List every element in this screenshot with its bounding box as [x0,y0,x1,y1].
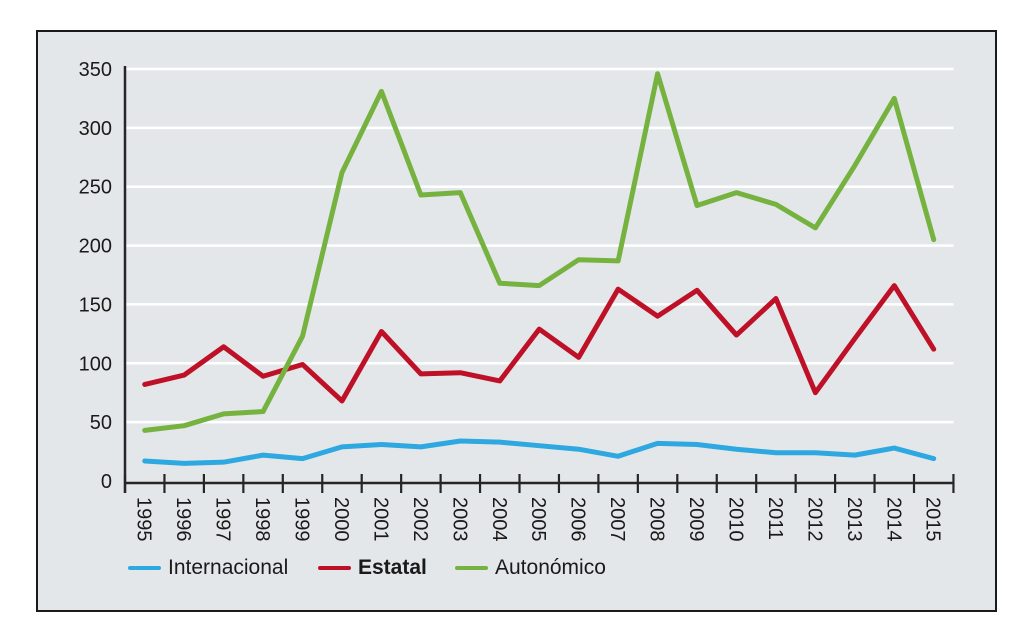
x-tick-label: 1996 [172,497,194,542]
x-tick-label: 2011 [764,497,786,540]
y-tick-label: 200 [79,236,112,258]
x-tick-label: 1997 [212,497,234,542]
x-tick-label: 2000 [330,497,352,542]
y-tick-label: 150 [79,294,112,316]
x-tick-label: 2005 [527,497,549,542]
x-tick-label: 2014 [882,497,904,542]
y-tick-label: 250 [79,177,112,199]
legend-item-autonomico: Autonómico [455,556,606,580]
legend-swatch-autonomico [455,566,488,570]
x-tick-label: 2006 [567,497,589,542]
x-tick-label: 1998 [251,497,273,542]
x-tick-label: 2004 [488,497,510,542]
series-line-internacional [142,438,937,466]
x-tick-label: 2002 [409,497,431,542]
x-tick-label: 2012 [803,497,825,542]
x-tick-label: 2008 [646,497,668,542]
y-tick-label: 350 [79,59,112,81]
x-tick-label: 2015 [922,497,944,542]
y-tick-label: 100 [79,353,112,375]
legend-label-internacional: Internacional [168,556,289,579]
legend-swatch-internacional [128,566,161,570]
chart-card: 0 50 100 150 200 250 300 350 1995 1996 1997 1998 199… [36,30,997,612]
series-line-estatal [142,283,937,404]
x-tick-label: 2003 [448,497,470,542]
x-tick-label: 1995 [133,497,155,542]
legend-item-estatal: Estatal [318,556,427,580]
x-tick-label: 2007 [606,497,628,542]
x-tick-label: 1999 [291,497,313,542]
legend-label-estatal: Estatal [358,556,427,579]
y-tick-label: 300 [79,118,112,140]
legend-swatch-estatal [318,566,351,570]
legend-item-internacional: Internacional [128,556,288,580]
y-tick-label: 50 [90,412,112,434]
x-tick-label: 2001 [369,497,391,542]
x-tick-label: 2009 [685,497,707,542]
series-line-autonómico [142,71,937,433]
line-chart: 0 50 100 150 200 250 300 350 1995 1996 1997 1998 199… [79,59,955,542]
x-tick-label: 2010 [724,497,746,542]
x-tick-label: 2013 [843,497,865,542]
y-tick-label: 0 [101,471,112,493]
legend-label-autonomico: Autonómico [495,556,606,579]
